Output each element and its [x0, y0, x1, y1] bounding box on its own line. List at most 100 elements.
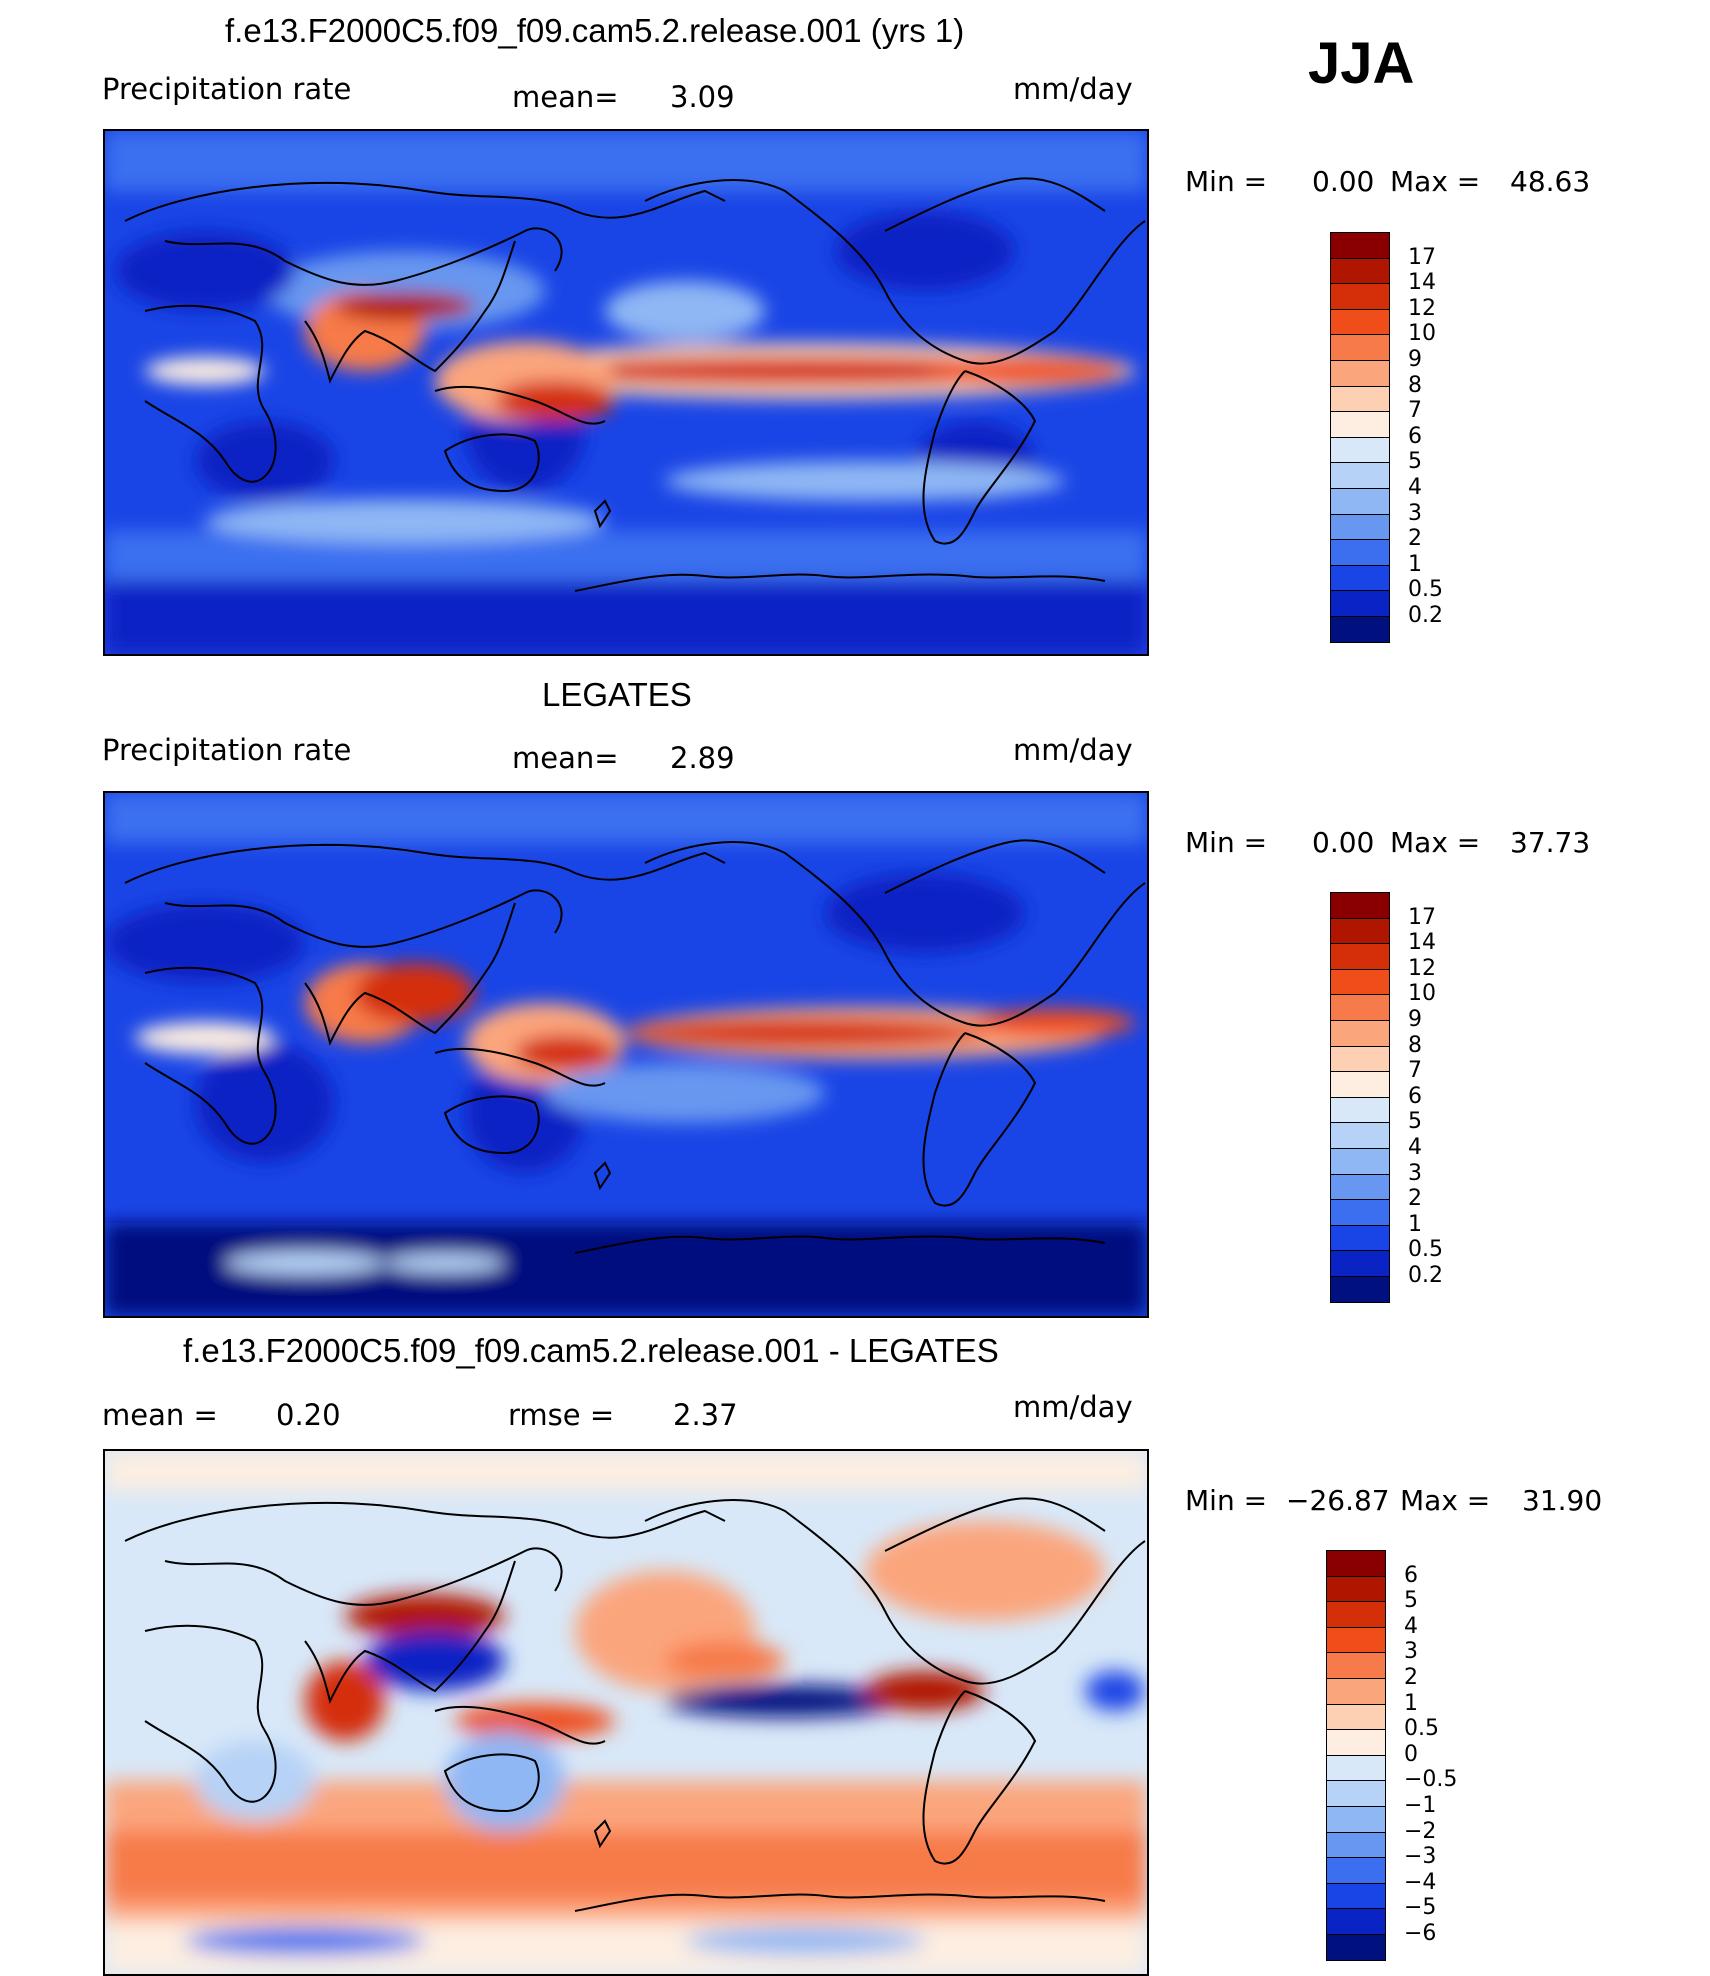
precip-map-observed — [105, 793, 1147, 1316]
colorbar-segment — [1330, 1122, 1390, 1149]
panel-3-min-value: −26.87 — [1286, 1484, 1390, 1517]
colorbar-segment — [1330, 968, 1390, 996]
colorbar-tick-label: 4 — [1408, 1135, 1422, 1160]
colorbar-tick-label: 7 — [1408, 1058, 1422, 1084]
colorbar-segment — [1330, 360, 1390, 387]
panel-2-max-label: Max = — [1390, 826, 1481, 859]
panel-1-min-label: Min = — [1185, 165, 1268, 198]
coastlines — [124, 1497, 1146, 1912]
panel-2-mean-value: 2.89 — [670, 741, 735, 775]
colorbar-segment — [1326, 1831, 1386, 1859]
colorbar-segment — [1330, 488, 1390, 515]
panel-3-map — [103, 1449, 1149, 1976]
panel-3-mean-value: 0.20 — [276, 1398, 341, 1432]
colorbar-segment — [1330, 308, 1390, 336]
colorbar-tick-label: 14 — [1408, 270, 1436, 296]
panel-3-max-label: Max = — [1400, 1484, 1491, 1517]
colorbar-tick-label: 0.2 — [1408, 603, 1443, 628]
panel-1-mean-value: 3.09 — [670, 80, 735, 114]
colorbar-tick-label: 6 — [1404, 1562, 1418, 1588]
colorbar-segment — [1330, 994, 1390, 1021]
colorbar-segment — [1330, 1045, 1390, 1073]
panel-3-rmse-value: 2.37 — [673, 1398, 738, 1432]
panel-2-min-label: Min = — [1185, 826, 1268, 859]
colorbar-tick-label: −6 — [1404, 1921, 1437, 1946]
colorbar-tick-label: −3 — [1404, 1844, 1437, 1870]
panel-2-max-value: 37.73 — [1510, 826, 1591, 859]
colorbar-segment — [1330, 257, 1390, 285]
colorbar-tick-label: 12 — [1408, 955, 1436, 981]
colorbar-tick-label: 0.2 — [1408, 1263, 1443, 1288]
panel-2-units: mm/day — [1013, 733, 1133, 767]
colorbar-tick-label: 3 — [1404, 1639, 1418, 1665]
colorbar-segment — [1326, 1703, 1386, 1731]
colorbar-segment — [1330, 513, 1390, 541]
colorbar-segment — [1326, 1652, 1386, 1679]
colorbar-segment — [1330, 232, 1390, 259]
colorbar-segment — [1330, 539, 1390, 566]
coastlines — [124, 177, 1146, 592]
colorbar-tick-label: 2 — [1408, 526, 1422, 552]
colorbar-tick-label: 5 — [1408, 449, 1422, 475]
colorbar-segment — [1330, 1199, 1390, 1226]
colorbar-tick-label: 8 — [1408, 372, 1422, 398]
colorbar-segment — [1326, 1729, 1386, 1756]
colorbar-tick-label: 1 — [1404, 1690, 1418, 1716]
colorbar-segment — [1330, 462, 1390, 489]
colorbar-tick-label: 14 — [1408, 930, 1436, 956]
panel-1-min-value: 0.00 — [1312, 165, 1375, 198]
colorbar-segment — [1326, 1882, 1386, 1910]
colorbar-tick-label: 8 — [1408, 1032, 1422, 1058]
colorbar-segment — [1326, 1857, 1386, 1884]
colorbar-segment — [1326, 1678, 1386, 1705]
colorbar-tick-label: 6 — [1408, 423, 1422, 449]
colorbar-segment — [1330, 334, 1390, 361]
colorbar-tick-label: 1 — [1408, 551, 1422, 577]
panel-2-variable-label: Precipitation rate — [102, 733, 352, 767]
season-label: JJA — [1308, 31, 1415, 96]
panel-3-title: f.e13.F2000C5.f09_f09.cam5.2.release.001… — [183, 1332, 999, 1369]
colorbar-tick-label: 0.5 — [1408, 1237, 1443, 1263]
colorbar-segment — [1330, 616, 1390, 643]
colorbar-tick-label: −5 — [1404, 1895, 1437, 1921]
colorbar-tick-label: 3 — [1408, 500, 1422, 526]
panel-3-units: mm/day — [1013, 1390, 1133, 1424]
colorbar-segment — [1326, 1908, 1386, 1935]
colorbar-tick-label: −0.5 — [1404, 1767, 1458, 1793]
panel-3-mean-label: mean = — [102, 1398, 218, 1432]
colorbar-segment — [1330, 1276, 1390, 1303]
colorbar-tick-label: 2 — [1404, 1665, 1418, 1690]
colorbar-tick-label: 10 — [1408, 321, 1436, 347]
colorbar-segment — [1330, 1250, 1390, 1277]
colorbar-tick-label: 1 — [1408, 1211, 1422, 1237]
panel-2-min-value: 0.00 — [1312, 826, 1375, 859]
colorbar-tick-label: 7 — [1408, 398, 1422, 424]
colorbar-tick-label: 12 — [1408, 295, 1436, 321]
colorbar-tick-label: −4 — [1404, 1869, 1437, 1895]
colorbar-segment — [1330, 1224, 1390, 1252]
panel-2-map — [103, 791, 1149, 1318]
colorbar-segment — [1330, 1071, 1390, 1098]
colorbar-segment — [1330, 564, 1390, 592]
panel-3-min-label: Min = — [1185, 1484, 1268, 1517]
colorbar-tick-label: 0 — [1404, 1741, 1418, 1767]
panel-1-map — [103, 129, 1149, 656]
panel-1-units: mm/day — [1013, 72, 1133, 106]
panel-1-max-value: 48.63 — [1510, 165, 1591, 198]
colorbar-tick-label: 4 — [1404, 1613, 1418, 1639]
colorbar-segment — [1330, 1148, 1390, 1175]
panel-1-max-label: Max = — [1390, 165, 1481, 198]
colorbar-tick-label: 9 — [1408, 347, 1422, 372]
colorbar-tick-label: 6 — [1408, 1083, 1422, 1109]
colorbar-segment — [1326, 1780, 1386, 1807]
colorbar-segment — [1326, 1601, 1386, 1628]
colorbar-segment — [1326, 1934, 1386, 1961]
colorbar-tick-label: 5 — [1404, 1588, 1418, 1614]
colorbar-tick-label: 9 — [1408, 1007, 1422, 1032]
precip-map-model — [105, 131, 1147, 654]
panel-3-max-value: 31.90 — [1522, 1484, 1603, 1517]
panel-3-rmse-label: rmse = — [508, 1398, 615, 1432]
panel-1-mean-label: mean= — [512, 80, 619, 114]
colorbar-tick-label: 17 — [1408, 244, 1436, 270]
colorbar-segment — [1330, 283, 1390, 310]
